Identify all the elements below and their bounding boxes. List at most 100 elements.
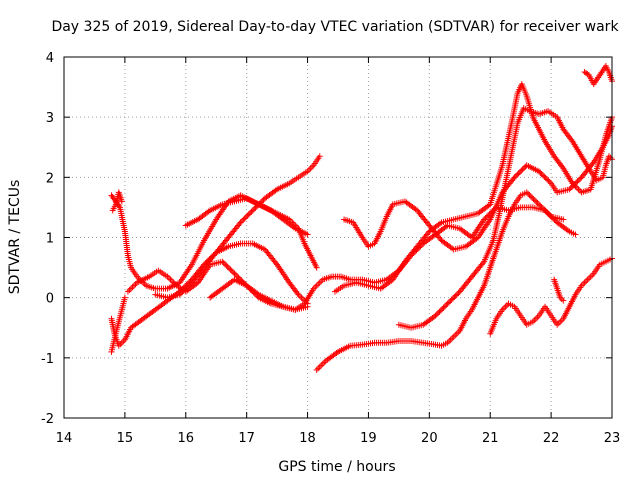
data-point [529, 194, 536, 201]
data-point [560, 216, 567, 223]
data-point [242, 214, 249, 221]
data-point [435, 310, 442, 317]
data-point [440, 304, 447, 311]
series-track-h [341, 123, 615, 253]
series-track-g [313, 189, 567, 373]
data-point [304, 231, 311, 238]
series-track-f [207, 276, 311, 313]
data-point [228, 267, 235, 274]
data-point [544, 209, 551, 216]
y-tick-label: 1 [46, 232, 54, 247]
data-points [108, 63, 615, 373]
data-point [220, 259, 227, 266]
data-point [178, 290, 185, 297]
data-point [253, 291, 260, 298]
data-point [521, 164, 528, 171]
data-point [444, 300, 451, 307]
data-point [538, 170, 545, 177]
data-point [537, 169, 544, 176]
data-point [244, 212, 251, 219]
data-point [445, 299, 452, 306]
data-point [249, 287, 256, 294]
data-point [226, 265, 233, 272]
series-track-e [182, 195, 311, 238]
data-point [304, 303, 311, 310]
data-point [575, 177, 582, 184]
data-point [531, 197, 538, 204]
data-point [546, 179, 553, 186]
series-track-m [581, 63, 615, 88]
x-tick-label: 23 [604, 431, 621, 446]
data-point [223, 262, 230, 269]
data-point [243, 282, 250, 289]
x-tick-label: 16 [178, 431, 195, 446]
data-point [250, 289, 257, 296]
data-point [545, 177, 552, 184]
data-point [539, 205, 546, 212]
y-tick-label: -2 [41, 412, 54, 427]
data-point [245, 283, 252, 290]
data-point [118, 198, 125, 205]
series-track-d [152, 240, 311, 307]
data-point [451, 293, 458, 300]
x-tick-label: 20 [421, 431, 438, 446]
x-axis-label: GPS time / hours [278, 459, 395, 475]
data-point [238, 218, 245, 225]
data-point [186, 282, 193, 289]
data-point [525, 190, 532, 197]
data-point [433, 311, 440, 318]
data-point [252, 204, 259, 211]
data-point [542, 208, 549, 215]
data-point [234, 273, 241, 280]
y-tick-label: 4 [46, 51, 54, 66]
data-point [240, 216, 247, 223]
data-point [316, 153, 323, 160]
data-point [182, 286, 189, 293]
data-point [541, 173, 548, 180]
series-track-o [109, 189, 125, 214]
data-point [566, 186, 573, 193]
data-point [232, 271, 239, 278]
y-tick-label: 0 [46, 292, 54, 307]
data-point [249, 207, 256, 214]
data-point [448, 296, 455, 303]
data-point [514, 171, 521, 178]
data-point [560, 297, 567, 304]
data-point [519, 166, 526, 173]
x-tick-label: 18 [299, 431, 316, 446]
data-point [539, 172, 546, 179]
data-point [436, 308, 443, 315]
y-tick-label: -1 [41, 352, 54, 367]
x-tick-label: 21 [482, 431, 499, 446]
data-point [247, 286, 254, 293]
data-point [545, 210, 552, 217]
data-point [176, 291, 183, 298]
data-point [259, 198, 266, 205]
x-tick-label: 22 [543, 431, 560, 446]
data-point [248, 208, 255, 215]
chart-title: Day 325 of 2019, Sidereal Day-to-day VTE… [51, 19, 619, 35]
data-point [432, 312, 439, 319]
data-point [222, 261, 229, 268]
series-track-j [331, 81, 615, 295]
data-point [231, 270, 238, 277]
series-track-l [551, 276, 567, 304]
x-tick-label: 15 [117, 431, 134, 446]
data-point [246, 285, 253, 292]
data-point [247, 210, 254, 217]
data-point [544, 176, 551, 183]
x-tick-label: 14 [56, 431, 73, 446]
data-point [441, 303, 448, 310]
x-tick-label: 19 [360, 431, 377, 446]
series-track-k [487, 255, 615, 337]
data-point [527, 193, 534, 200]
y-axis-label: SDTVAR / TECUs [7, 180, 23, 295]
data-point [454, 291, 461, 298]
data-point [179, 288, 186, 295]
data-point [443, 302, 450, 309]
x-tick-label: 17 [238, 431, 255, 446]
data-point [534, 200, 541, 207]
data-point [546, 212, 553, 219]
